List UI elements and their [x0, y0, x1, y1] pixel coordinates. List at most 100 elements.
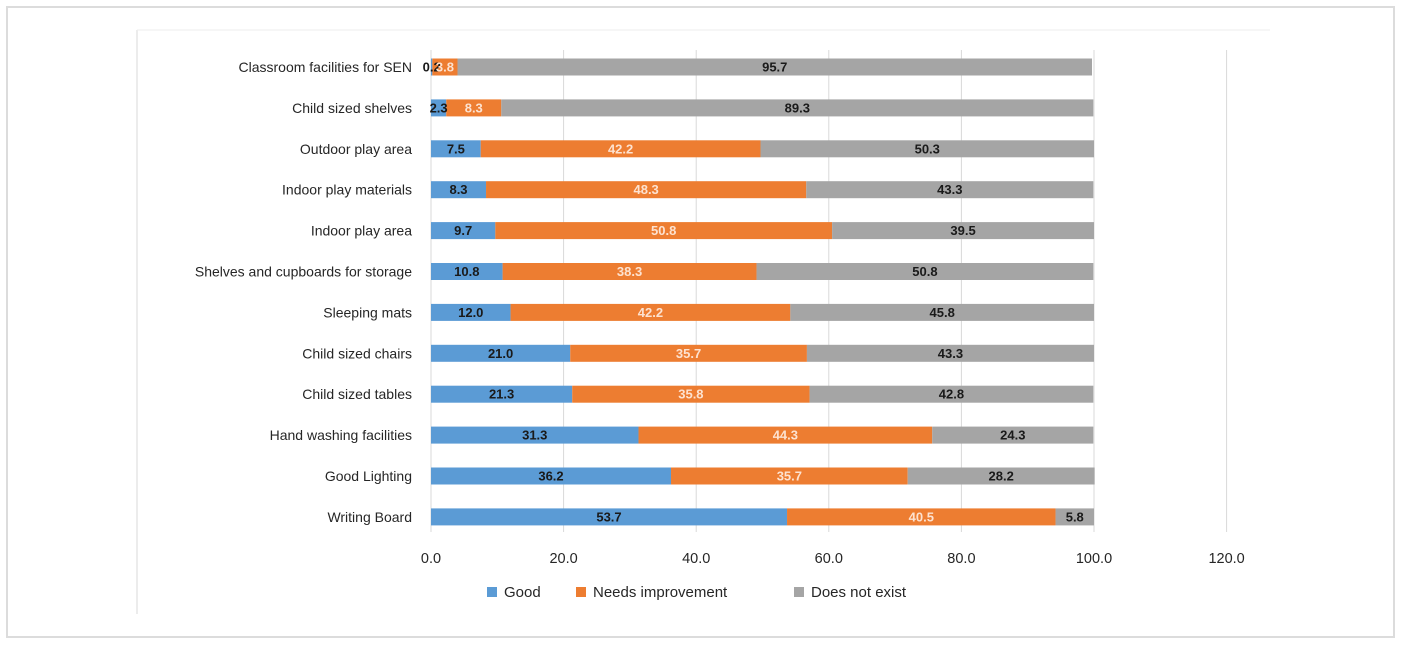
data-label-does-not-exist: 50.3 [915, 141, 940, 156]
bar-good [431, 99, 447, 117]
data-label-needs-improvement: 8.3 [465, 100, 483, 115]
x-tick-label: 120.0 [1208, 551, 1244, 567]
legend: Good Needs improvement Does not exist [487, 584, 907, 601]
bar-does-not-exist [806, 344, 1094, 362]
legend-swatch-good [487, 587, 497, 597]
data-label-needs-improvement: 35.7 [676, 346, 701, 361]
data-label-good: 10.8 [454, 264, 479, 279]
data-label-does-not-exist: 50.8 [912, 264, 937, 279]
category-labels: Classroom facilities for SEN Child sized … [195, 59, 412, 525]
bar-needs-improvement [638, 426, 933, 444]
data-label-good: 53.7 [596, 509, 621, 524]
bar-needs-improvement [572, 385, 810, 403]
x-axis-tick-labels: 0.0 20.0 40.0 60.0 80.0 100.0 120.0 [421, 551, 1245, 567]
data-label-good: 21.0 [488, 346, 513, 361]
category-label: Hand washing facilities [270, 427, 412, 443]
data-label-does-not-exist: 24.3 [1000, 428, 1025, 443]
category-label: Child sized shelves [292, 100, 412, 116]
bar-needs-improvement [446, 99, 502, 117]
gridlines [430, 50, 1228, 532]
data-label-needs-improvement: 44.3 [773, 428, 798, 443]
data-label-needs-improvement: 38.3 [617, 264, 642, 279]
bar-good [431, 222, 496, 240]
category-label: Classroom facilities for SEN [239, 59, 413, 75]
bar-good [431, 181, 487, 199]
data-label-good: 7.5 [447, 141, 465, 156]
data-label-needs-improvement: 3.8 [436, 60, 454, 75]
data-label-good: 21.3 [489, 387, 514, 402]
x-tick-label: 0.0 [421, 551, 441, 567]
bar-good [431, 263, 503, 280]
bar-good [431, 508, 788, 526]
data-label-needs-improvement: 42.2 [608, 141, 633, 156]
data-label-good: 31.3 [522, 428, 547, 443]
bar-needs-improvement [480, 140, 761, 158]
category-label: Indoor play materials [282, 182, 412, 198]
data-label-needs-improvement: 50.8 [651, 223, 676, 238]
data-label-does-not-exist: 28.2 [989, 469, 1014, 484]
data-label-needs-improvement: 40.5 [909, 509, 934, 524]
data-label-does-not-exist: 39.5 [950, 223, 975, 238]
bar-good [431, 467, 672, 485]
bar-does-not-exist [457, 58, 1093, 76]
x-tick-label: 20.0 [549, 551, 577, 567]
category-label: Indoor play area [311, 223, 412, 239]
category-label: Good Lighting [325, 468, 412, 484]
bar-good [431, 140, 481, 158]
bar-good [431, 303, 511, 321]
category-label: Writing Board [327, 509, 412, 525]
data-label-good: 12.0 [458, 305, 483, 320]
bar-does-not-exist [790, 303, 1094, 321]
x-tick-label: 80.0 [947, 551, 975, 567]
data-label-good: 8.3 [449, 182, 467, 197]
bar-good [431, 58, 433, 76]
data-label-does-not-exist: 43.3 [937, 182, 962, 197]
category-label: Sleeping mats [323, 304, 412, 320]
bar-does-not-exist [809, 385, 1094, 403]
bar-does-not-exist [756, 263, 1094, 280]
data-label-does-not-exist: 45.8 [930, 305, 955, 320]
x-tick-label: 100.0 [1076, 551, 1112, 567]
data-labels: 0.23.8 95.7 2.3 8.3 89.3 7.5 42.2 50.3 8.3 48.3 43… [423, 60, 1084, 525]
bars [431, 58, 1095, 526]
bar-needs-improvement [486, 181, 807, 199]
bar-does-not-exist [907, 467, 1095, 485]
bar-good [431, 385, 573, 403]
bar-does-not-exist [1055, 508, 1094, 526]
data-label-needs-improvement: 48.3 [633, 182, 658, 197]
legend-label-needs-improvement: Needs improvement [593, 584, 728, 601]
legend-label-good: Good [504, 584, 541, 601]
data-label-does-not-exist: 5.8 [1066, 509, 1084, 524]
data-label-does-not-exist: 43.3 [938, 346, 963, 361]
bar-needs-improvement [495, 222, 833, 240]
bar-needs-improvement [787, 508, 1056, 526]
category-label: Shelves and cupboards for storage [195, 264, 412, 280]
plot-area-background [137, 30, 1270, 614]
data-label-needs-improvement: 35.8 [678, 387, 703, 402]
category-label: Child sized tables [302, 386, 412, 402]
bar-good [431, 426, 639, 444]
data-label-good: 2.3 [430, 100, 448, 115]
bar-needs-improvement [432, 58, 458, 76]
bar-needs-improvement [570, 344, 807, 362]
x-tick-label: 60.0 [815, 551, 843, 567]
bar-needs-improvement [671, 467, 908, 485]
bar-does-not-exist [760, 140, 1094, 158]
data-label-needs-improvement: 35.7 [777, 469, 802, 484]
data-label-good: 36.2 [538, 469, 563, 484]
legend-swatch-needs-improvement [576, 587, 586, 597]
legend-label-does-not-exist: Does not exist [811, 584, 907, 601]
bar-does-not-exist [806, 181, 1094, 199]
data-label-does-not-exist: 42.8 [939, 387, 964, 402]
bar-needs-improvement [510, 303, 791, 321]
data-label-does-not-exist: 89.3 [785, 100, 810, 115]
category-label: Outdoor play area [300, 141, 412, 157]
category-label: Child sized chairs [302, 345, 412, 361]
legend-swatch-does-not-exist [794, 587, 804, 597]
bar-does-not-exist [932, 426, 1094, 444]
bar-needs-improvement [502, 263, 757, 280]
bar-good [431, 344, 571, 362]
data-label-does-not-exist: 95.7 [762, 60, 787, 75]
x-tick-label: 40.0 [682, 551, 710, 567]
